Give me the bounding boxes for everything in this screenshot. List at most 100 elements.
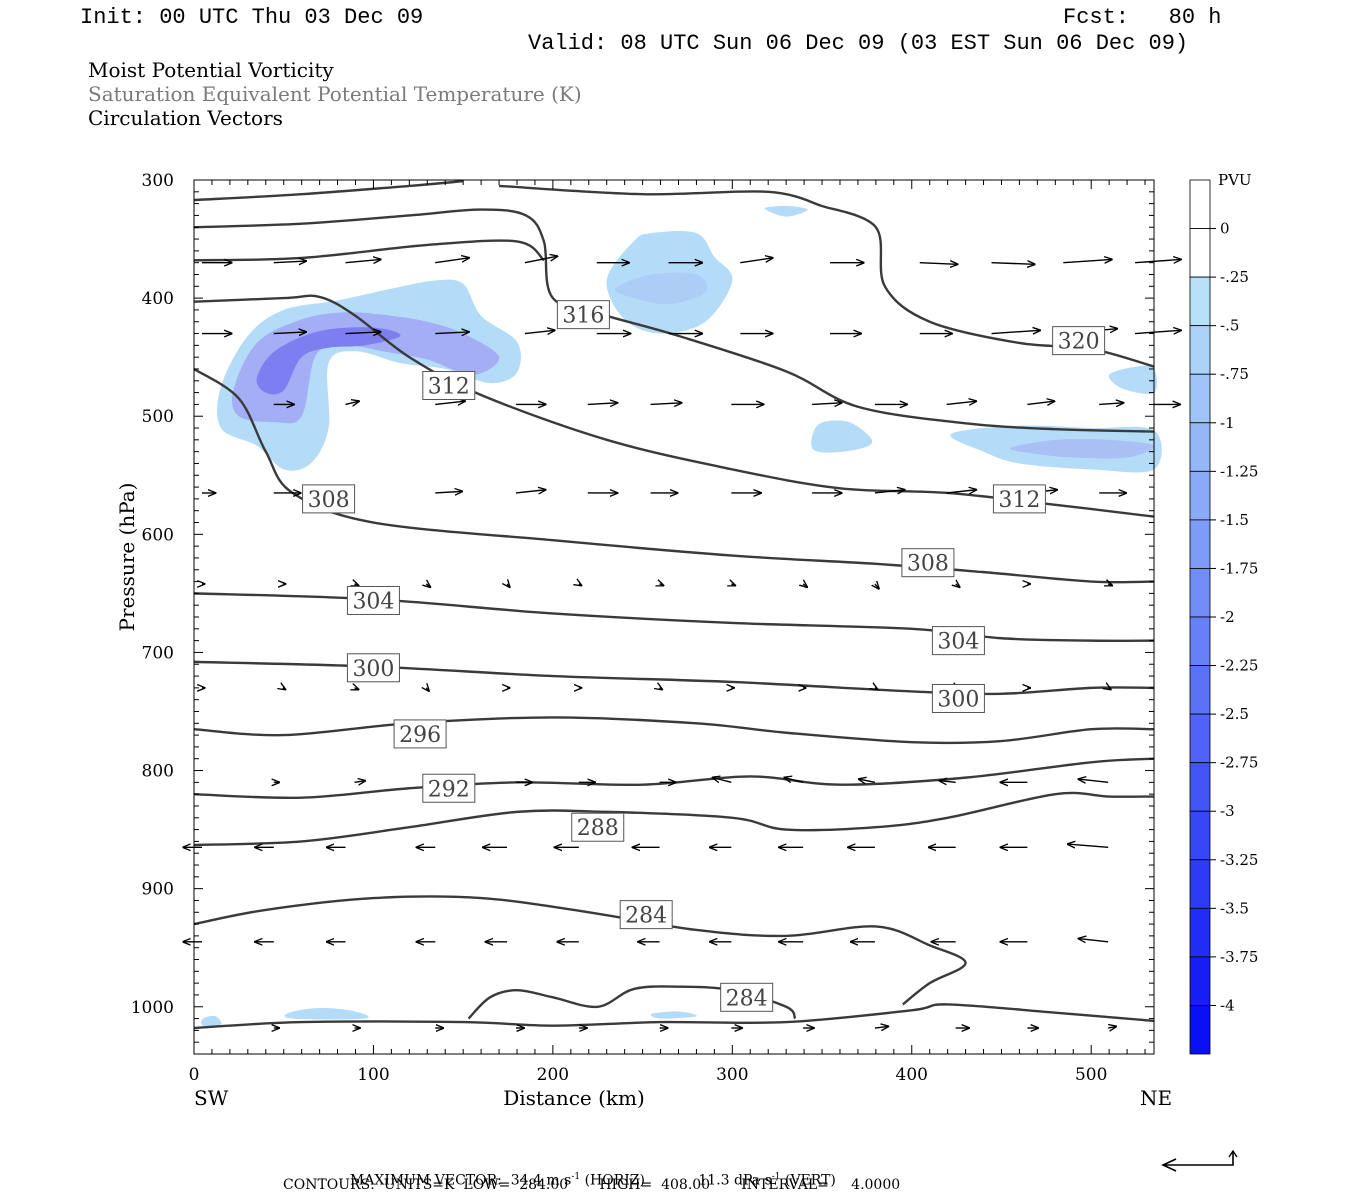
x-tick-label: 100: [357, 1065, 389, 1085]
contour-label: 288: [577, 816, 619, 841]
colorbar-level-label: -.75: [1220, 365, 1249, 383]
colorbar-segment: [1189, 373, 1211, 424]
y-axis-label: Pressure (hPa): [115, 483, 139, 632]
contour-label: 296: [399, 723, 441, 748]
contour-label: 312: [998, 488, 1040, 513]
colorbar-segment: [1189, 179, 1211, 229]
circulation-vector: [991, 263, 1035, 265]
contour-label-box: [1052, 326, 1106, 356]
colorbar-level-label: -.5: [1220, 317, 1239, 335]
colorbar-level-label: -2: [1220, 608, 1235, 626]
contour-label-box: [422, 371, 476, 401]
colorbar-level-label: -1.75: [1220, 559, 1258, 577]
contour-label: 284: [625, 904, 667, 929]
contour-label-box: [393, 719, 447, 749]
vert-suffix: (VERT): [780, 1172, 836, 1189]
colorbar-level-label: 0: [1220, 220, 1230, 238]
x-tick-label: 200: [537, 1065, 569, 1085]
colorbar-segment: [1189, 519, 1211, 569]
theta-es-contour: [193, 294, 1155, 518]
circulation-vector: [524, 330, 555, 333]
colorbar-level-label: -3.25: [1220, 851, 1258, 869]
circulation-vector: [1099, 403, 1123, 405]
circulation-vector: [874, 1026, 889, 1028]
circulation-vector: [1108, 1026, 1116, 1028]
contour-label: 304: [937, 630, 979, 655]
contour-label-box: [931, 626, 985, 656]
circulation-vector: [1135, 259, 1181, 262]
colorbar-level-label: -.25: [1220, 268, 1249, 286]
colorbar-level-label: -3: [1220, 802, 1235, 820]
colorbar-level-label: -1.5: [1220, 511, 1249, 529]
contour-label-box: [346, 585, 400, 615]
max-vector-label: MAXIMUM VECTOR:: [349, 1172, 502, 1189]
colorbar-segment: [1189, 907, 1211, 958]
contour-label-box: [302, 484, 356, 514]
colorbar-segment: [1189, 956, 1211, 1006]
pv-region: [256, 327, 401, 395]
circulation-vector: [812, 403, 842, 405]
colorbar-segment: [1189, 665, 1211, 715]
x-tick-label: 300: [716, 1065, 748, 1085]
circulation-vector: [345, 259, 381, 262]
field-title-theta-es: Saturation Equivalent Potential Temperat…: [88, 82, 582, 106]
circulation-vector: [1027, 401, 1054, 404]
pv-region: [1108, 365, 1158, 394]
circulation-vector: [273, 261, 306, 263]
colorbar-segment: [1189, 859, 1211, 909]
circulation-vector: [507, 584, 510, 587]
theta-es-contour: [193, 239, 545, 262]
circulation-vector: [660, 584, 664, 586]
theta-es-contour: [193, 592, 1155, 642]
circulation-vector: [1078, 939, 1109, 942]
circulation-vector: [435, 258, 469, 264]
circulation-vector: [874, 490, 905, 493]
contour-label-box: [422, 773, 476, 803]
circulation-vector: [731, 584, 735, 586]
plot-axes: 300 400 500 600 700 800 900 1000 0 100 200 300 400 50…: [115, 171, 1172, 1110]
x-tick-label: 400: [896, 1065, 928, 1085]
y-tick-label: 600: [142, 525, 174, 545]
circulation-vector: [345, 332, 381, 334]
pv-region: [764, 205, 808, 217]
contour-label-box: [992, 484, 1046, 514]
y-tick-label: 800: [142, 762, 174, 782]
circulation-vector: [803, 584, 807, 587]
x-end-label-left: SW: [194, 1086, 229, 1110]
horiz-suffix: (HORIZ): [580, 1172, 645, 1189]
contour-label-box: [931, 683, 985, 713]
circulation-vector: [1108, 688, 1111, 690]
x-axis-label: Distance (km): [503, 1086, 645, 1110]
circulation-vector: [355, 584, 359, 586]
max-vector-line: MAXIMUM VECTOR: 34.4 m s-1 (HORIZ) 11.3 …: [341, 1159, 836, 1188]
circulation-vector: [946, 401, 977, 404]
colorbar-segment: [1189, 325, 1211, 375]
circulation-vector: [991, 330, 1041, 333]
colorbar-level-label: -2.75: [1220, 754, 1258, 772]
circulation-vector: [660, 688, 663, 690]
circulation-vector: [650, 403, 682, 405]
colorbar-segment: [1189, 1005, 1211, 1055]
horiz-exponent: -1: [571, 1172, 581, 1182]
vert-value: 11.3 dPa s: [698, 1172, 772, 1189]
contour-label-box: [619, 900, 673, 930]
theta-es-contour: [193, 179, 464, 202]
circulation-vector: [354, 781, 366, 783]
contour-label-box: [901, 548, 955, 578]
circulation-vector: [712, 777, 732, 782]
colorbar-unit: PVU: [1218, 171, 1252, 189]
pv-shading: [201, 205, 1162, 1027]
circulation-vector: [355, 688, 359, 690]
contour-labels: 316 312 320 308 312 308 304 304 300 300 296 292 288 2…: [302, 300, 1106, 1012]
y-tick-label: 500: [142, 407, 174, 427]
pv-region: [284, 1007, 369, 1020]
circulation-vectors: [183, 256, 1181, 1028]
circulation-vector: [273, 332, 306, 334]
contour-label: 304: [352, 589, 394, 614]
circulation-vector: [1135, 330, 1181, 333]
reference-vector: [1161, 1149, 1238, 1172]
pv-colorbar: PVU 0 -.25 -.5 -.75 -1 -1.25 -1.5 -1.75 -2 -2.25 -2…: [1189, 171, 1258, 1055]
colorbar-segment: [1189, 276, 1211, 327]
theta-es-contour: [193, 716, 1155, 745]
